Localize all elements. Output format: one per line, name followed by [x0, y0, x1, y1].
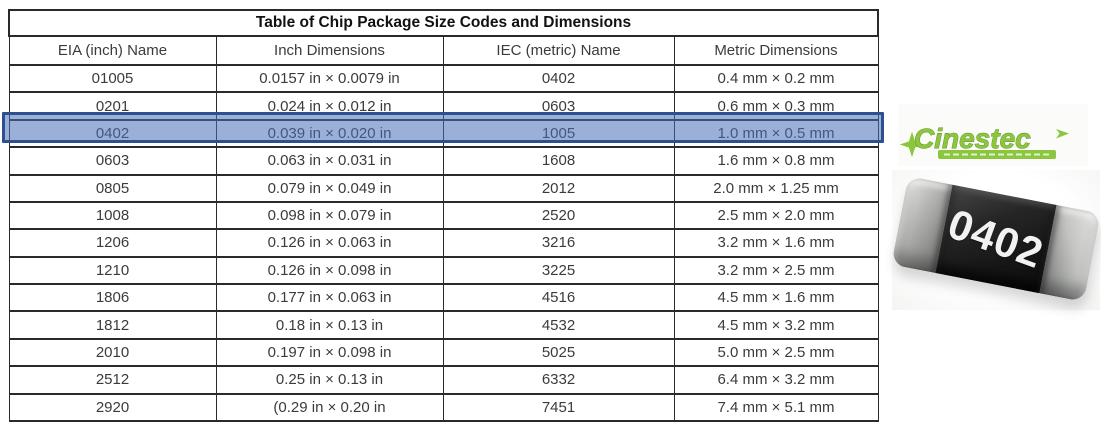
cell-iec-metric-name: 3216: [442, 228, 675, 258]
cell-eia-inch-name: 1206: [8, 228, 217, 258]
cell-iec-metric-name: 6332: [442, 365, 675, 395]
cell-metric-dimensions: 6.4 mm × 3.2 mm: [673, 365, 879, 395]
cell-inch-dimensions: 0.126 in × 0.098 in: [215, 255, 444, 286]
cell-metric-dimensions: 5.0 mm × 2.5 mm: [673, 337, 879, 368]
cell-iec-metric-name: 5025: [442, 337, 675, 368]
logo-brand-text: Cinestec: [914, 123, 1031, 154]
cell-eia-inch-name: 0603: [8, 146, 217, 176]
col-header-metric-dimensions: Metric Dimensions: [673, 35, 879, 66]
cell-eia-inch-name: 01005: [8, 63, 217, 94]
table-title: Table of Chip Package Size Codes and Dim…: [8, 9, 879, 37]
cell-iec-metric-name: 3225: [442, 255, 675, 286]
table-row: 1206 0.126 in × 0.063 in 3216 3.2 mm × 1…: [8, 228, 879, 258]
logo-star-icon: [896, 128, 928, 161]
table-row: 2010 0.197 in × 0.098 in 5025 5.0 mm × 2…: [8, 337, 879, 368]
cell-inch-dimensions: (0.29 in × 0.20 in: [215, 392, 444, 422]
table-row: 2920 (0.29 in × 0.20 in 7451 7.4 mm × 5.…: [8, 392, 879, 422]
cell-eia-inch-name: 2512: [8, 365, 217, 395]
cell-inch-dimensions: 0.25 in × 0.13 in: [215, 365, 444, 395]
cinestec-logo-graphic: Cinestec: [896, 123, 1069, 161]
cell-iec-metric-name: 0402: [442, 63, 675, 94]
table-row: 0201 0.024 in × 0.012 in 0603 0.6 mm × 0…: [8, 91, 879, 121]
chip-size-table-grid: Table of Chip Package Size Codes and Dim…: [8, 9, 879, 422]
cell-inch-dimensions: 0.18 in × 0.13 in: [215, 310, 444, 340]
cell-metric-dimensions: 0.6 mm × 0.3 mm: [673, 91, 879, 121]
cell-inch-dimensions: 0.0157 in × 0.0079 in: [215, 63, 444, 94]
logo-arrow-icon: [1056, 129, 1069, 139]
table-body: 01005 0.0157 in × 0.0079 in 0402 0.4 mm …: [8, 63, 879, 422]
cell-inch-dimensions: 0.098 in × 0.079 in: [215, 200, 444, 231]
cell-iec-metric-name: 4516: [442, 282, 675, 313]
cell-iec-metric-name: 1005: [442, 118, 675, 149]
cell-inch-dimensions: 0.063 in × 0.031 in: [215, 146, 444, 176]
col-header-iec-metric-name: IEC (metric) Name: [442, 35, 675, 66]
cell-iec-metric-name: 0603: [442, 91, 675, 121]
table-row: 1812 0.18 in × 0.13 in 4532 4.5 mm × 3.2…: [8, 310, 879, 340]
chip-size-table: Table of Chip Package Size Codes and Dim…: [2, 9, 884, 422]
table-row: 0603 0.063 in × 0.031 in 1608 1.6 mm × 0…: [8, 146, 879, 176]
table-row: 01005 0.0157 in × 0.0079 in 0402 0.4 mm …: [8, 63, 879, 94]
cell-iec-metric-name: 7451: [442, 392, 675, 422]
table-row: 0402 0.039 in × 0.020 in 1005 1.0 mm × 0…: [8, 118, 879, 149]
cell-metric-dimensions: 2.5 mm × 2.0 mm: [673, 200, 879, 231]
cinestec-logo: Cinestec: [896, 104, 1088, 166]
cell-metric-dimensions: 7.4 mm × 5.1 mm: [673, 392, 879, 422]
chip-resistor: 0402: [891, 176, 1101, 302]
cell-eia-inch-name: 1210: [8, 255, 217, 286]
cell-metric-dimensions: 4.5 mm × 3.2 mm: [673, 310, 879, 340]
cell-eia-inch-name: 1806: [8, 282, 217, 313]
cell-iec-metric-name: 1608: [442, 146, 675, 176]
cell-metric-dimensions: 3.2 mm × 1.6 mm: [673, 228, 879, 258]
cell-eia-inch-name: 0201: [8, 91, 217, 121]
cell-inch-dimensions: 0.197 in × 0.098 in: [215, 337, 444, 368]
cell-metric-dimensions: 2.0 mm × 1.25 mm: [673, 173, 879, 203]
cell-metric-dimensions: 0.4 mm × 0.2 mm: [673, 63, 879, 94]
cell-eia-inch-name: 1008: [8, 200, 217, 231]
cell-inch-dimensions: 0.079 in × 0.049 in: [215, 173, 444, 203]
col-header-inch-dimensions: Inch Dimensions: [215, 35, 444, 66]
chip-size-label: 0402: [942, 199, 1050, 278]
chip-resistor-photo: 0402: [891, 170, 1101, 310]
table-row: 2512 0.25 in × 0.13 in 6332 6.4 mm × 3.2…: [8, 365, 879, 395]
logo-tagline-bar: [938, 150, 1056, 159]
table-row: 1210 0.126 in × 0.098 in 3225 3.2 mm × 2…: [8, 255, 879, 286]
cell-inch-dimensions: 0.177 in × 0.063 in: [215, 282, 444, 313]
cell-iec-metric-name: 2520: [442, 200, 675, 231]
cell-metric-dimensions: 4.5 mm × 1.6 mm: [673, 282, 879, 313]
cell-metric-dimensions: 3.2 mm × 2.5 mm: [673, 255, 879, 286]
cell-eia-inch-name: 2010: [8, 337, 217, 368]
cell-inch-dimensions: 0.024 in × 0.012 in: [215, 91, 444, 121]
cell-metric-dimensions: 1.6 mm × 0.8 mm: [673, 146, 879, 176]
col-header-eia-inch-name: EIA (inch) Name: [8, 35, 217, 66]
chip-body: 0402: [935, 184, 1057, 294]
table-row: 0805 0.079 in × 0.049 in 2012 2.0 mm × 1…: [8, 173, 879, 203]
cell-iec-metric-name: 2012: [442, 173, 675, 203]
cell-eia-inch-name: 2920: [8, 392, 217, 422]
cell-eia-inch-name: 0805: [8, 173, 217, 203]
table-row: 1008 0.098 in × 0.079 in 2520 2.5 mm × 2…: [8, 200, 879, 231]
cell-eia-inch-name: 0402: [8, 118, 217, 149]
cell-metric-dimensions: 1.0 mm × 0.5 mm: [673, 118, 879, 149]
table-row: 1806 0.177 in × 0.063 in 4516 4.5 mm × 1…: [8, 282, 879, 313]
cell-eia-inch-name: 1812: [8, 310, 217, 340]
cell-iec-metric-name: 4532: [442, 310, 675, 340]
cell-inch-dimensions: 0.126 in × 0.063 in: [215, 228, 444, 258]
cell-inch-dimensions: 0.039 in × 0.020 in: [215, 118, 444, 149]
